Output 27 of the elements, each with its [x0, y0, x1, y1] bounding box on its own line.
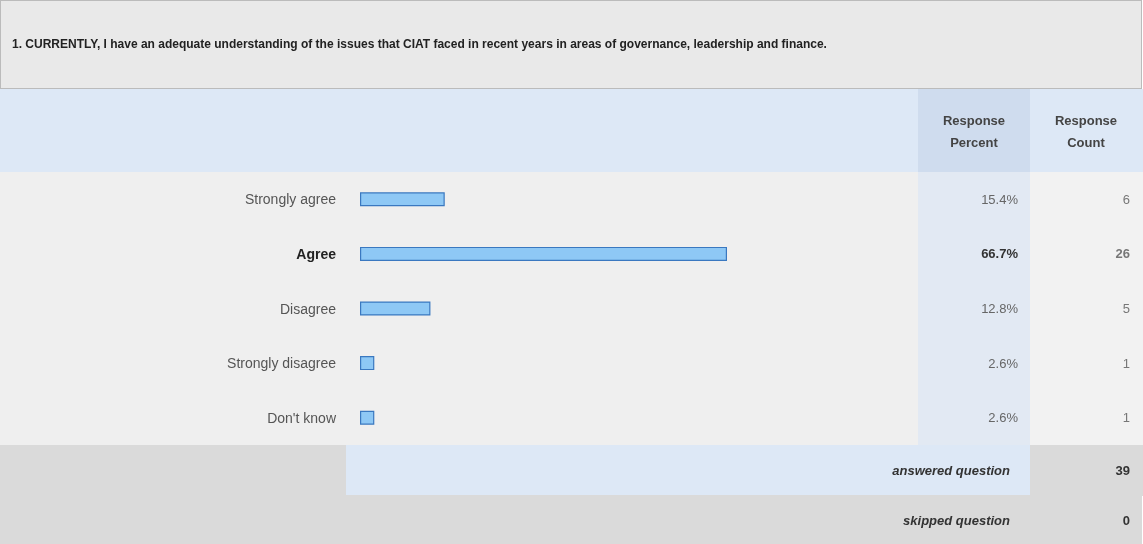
- text: 0: [1122, 512, 1130, 528]
- y-tick-label: Don't know: [267, 409, 337, 426]
- data-label: 66.7%: [981, 246, 1019, 262]
- y-tick-label: Strongly disagree: [227, 355, 337, 372]
- text: Response Count: [1054, 112, 1118, 150]
- text: 6: [1122, 191, 1130, 207]
- text: 26: [1115, 246, 1130, 262]
- text: 5: [1122, 301, 1130, 316]
- bar: [360, 410, 375, 425]
- text: Response Percent: [942, 112, 1006, 150]
- data-label: 12.8%: [981, 301, 1019, 316]
- bar: [360, 356, 375, 371]
- data-label: 15.4%: [981, 191, 1019, 207]
- y-tick-label: Agree: [296, 245, 337, 262]
- text: 1: [1122, 355, 1130, 371]
- text: answered question: [892, 462, 1011, 478]
- data-label: 2.6%: [988, 355, 1019, 371]
- text: 39: [1115, 462, 1130, 478]
- chart-title: 1. CURRENTLY, I have an adequate understanding of the issues that CIAT faced in recent years in areas of governance, leadership and finance.: [12, 37, 827, 51]
- text: skipped question: [903, 512, 1011, 528]
- y-tick-label: Strongly agree: [244, 191, 337, 208]
- text: 1: [1122, 410, 1130, 426]
- bar: [360, 192, 445, 207]
- y-tick-label: Disagree: [279, 300, 337, 317]
- bar: [360, 301, 431, 316]
- bar: [360, 246, 727, 261]
- data-label: 2.6%: [988, 410, 1019, 426]
